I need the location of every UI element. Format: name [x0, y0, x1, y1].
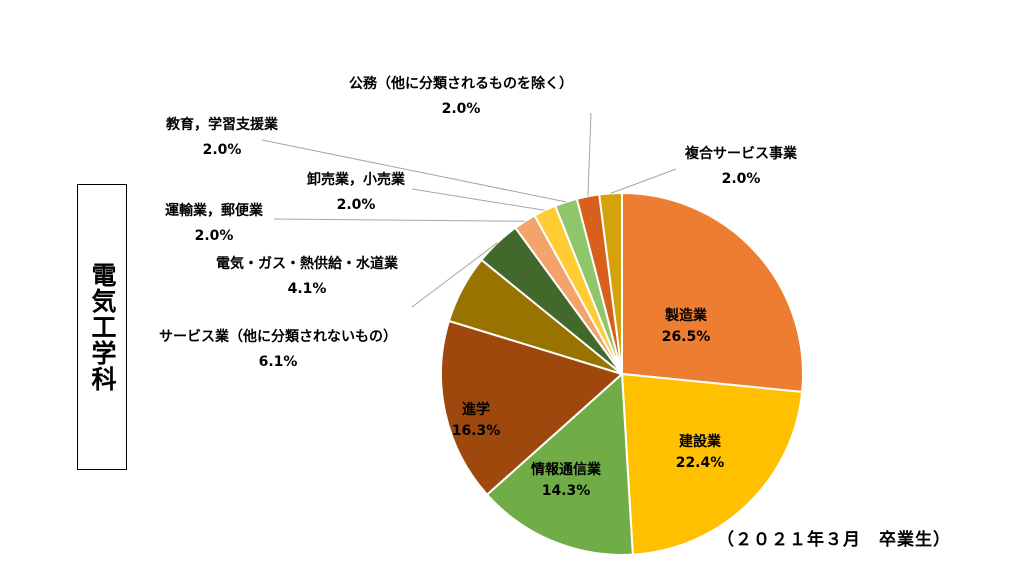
slice-value-label: 2.0%	[442, 101, 481, 117]
slice-value-label: 14.3%	[542, 483, 591, 499]
slice-label: 製造業	[664, 307, 708, 324]
slice-label: 情報通信業	[531, 461, 602, 478]
leader-line	[587, 112, 592, 197]
slice-value-label: 2.0%	[195, 228, 234, 244]
slice-value-label: 22.4%	[676, 455, 725, 471]
leader-line	[610, 168, 677, 194]
pie-slice	[621, 191, 804, 394]
slice-label: 建設業	[679, 433, 722, 450]
department-title-box: 電気工学科	[77, 184, 127, 470]
slice-value-label: 16.3%	[452, 423, 501, 439]
leader-line	[261, 139, 566, 203]
leader-lines	[261, 112, 677, 308]
slice-label: 電気・ガス・熱供給・水道業	[216, 255, 399, 272]
slice-label: 卸売業，小売業	[307, 171, 406, 188]
slice-value-label: 26.5%	[662, 329, 711, 345]
pie-slice	[485, 371, 634, 557]
slice-label: 複合サービス事業	[684, 145, 798, 162]
slice-value-label: 2.0%	[203, 142, 242, 158]
leader-line	[273, 218, 525, 222]
pie-slice	[440, 319, 624, 497]
slice-label: サービス業（他に分類されないもの）	[159, 328, 397, 345]
leader-line	[411, 188, 545, 211]
department-title: 電気工学科	[88, 262, 117, 392]
pie-slices	[440, 191, 804, 557]
slice-value-label: 2.0%	[337, 197, 376, 213]
slice-label: 公務（他に分類されるものを除く）	[349, 75, 573, 92]
slice-value-label: 4.1%	[288, 281, 327, 297]
slice-label: 進学	[462, 401, 490, 418]
slice-label: 運輸業，郵便業	[165, 202, 264, 219]
slice-labels: 製造業 26.5% 建設業 22.4% 情報通信業 14.3% 進学 16.3% サービス業（他…	[159, 75, 798, 499]
footnote: （２０２１年３月 卒業生）	[717, 530, 951, 550]
slice-value-label: 6.1%	[259, 354, 298, 370]
slice-label: 教育，学習支援業	[166, 116, 279, 133]
slice-value-label: 2.0%	[722, 171, 761, 187]
pie-slice	[620, 372, 804, 556]
leader-line	[411, 242, 498, 308]
